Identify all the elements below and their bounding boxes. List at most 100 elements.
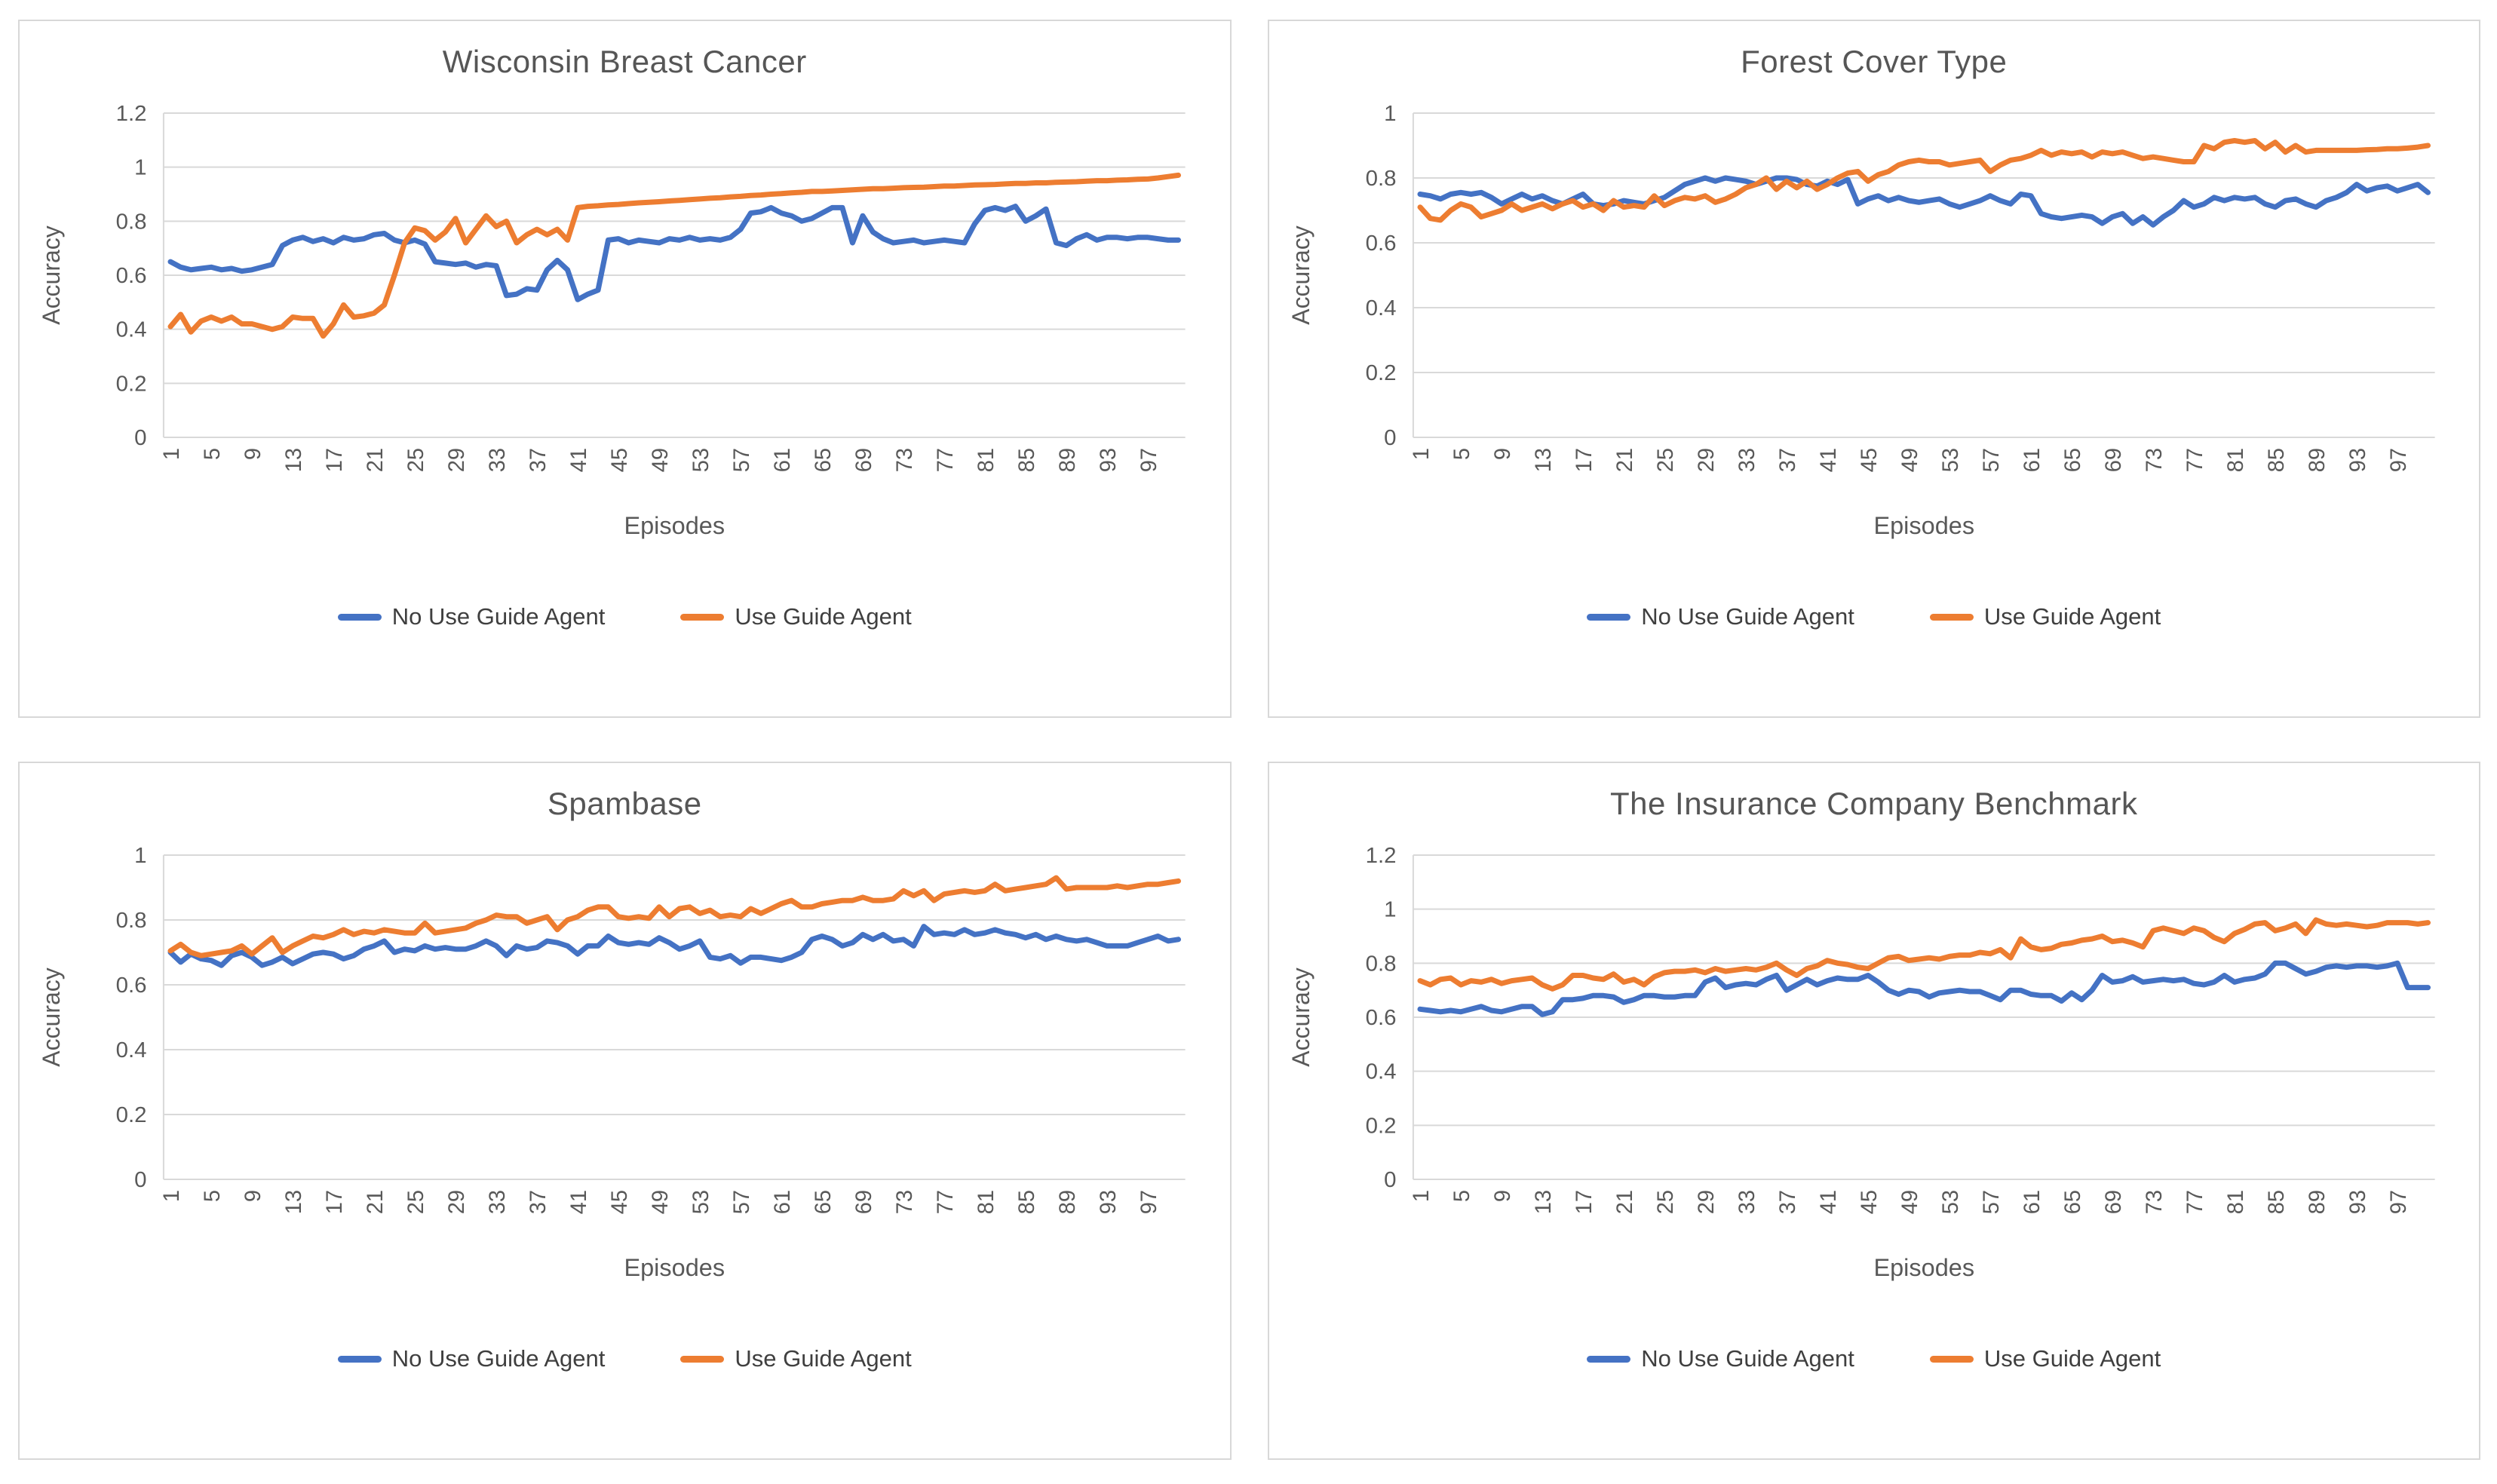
x-tick-label: 93 [1097, 448, 1121, 472]
x-tick-label: 69 [2101, 448, 2125, 472]
x-tick-label: 33 [486, 448, 510, 472]
legend-line-swatch-blue [337, 1355, 382, 1363]
legend-label: No Use Guide Agent [391, 603, 606, 630]
legend-label: Use Guide Agent [1983, 603, 2161, 630]
x-tick-label: 49 [649, 1190, 673, 1214]
y-tick-label: 1 [1384, 102, 1396, 126]
y-axis-title: Accuracy [38, 967, 65, 1066]
x-tick-label: 69 [852, 448, 876, 472]
y-tick-label: 0.4 [1365, 1060, 1396, 1084]
x-tick-label: 9 [1491, 448, 1515, 460]
x-tick-label: 45 [608, 1190, 632, 1214]
legend-item-use-guide-agent: Use Guide Agent [1929, 603, 2161, 630]
x-tick-label: 97 [2386, 448, 2410, 472]
x-tick-label: 33 [1735, 448, 1759, 472]
x-tick-label: 41 [1816, 1190, 1840, 1214]
x-tick-label: 81 [2223, 1190, 2247, 1214]
legend-label: No Use Guide Agent [1641, 603, 1854, 630]
legend-label: Use Guide Agent [735, 603, 912, 630]
y-tick-label: 0.8 [116, 210, 147, 235]
x-tick-label: 73 [893, 448, 917, 472]
x-tick-label: 69 [852, 1190, 876, 1214]
x-tick-label: 65 [2060, 448, 2084, 472]
x-tick-label: 49 [1897, 448, 1922, 472]
x-tick-label: 13 [282, 1190, 306, 1214]
series-line-no-use-guide-agent [167, 924, 1182, 968]
y-tick-label: 0.8 [116, 909, 147, 933]
legend-label: No Use Guide Agent [391, 1345, 606, 1372]
chart-title: Wisconsin Breast Cancer [442, 44, 807, 79]
x-tick-label: 13 [1532, 1190, 1556, 1214]
x-tick-label: 89 [1056, 448, 1080, 472]
x-tick-label: 29 [1695, 448, 1719, 472]
x-tick-label: 89 [2305, 1190, 2329, 1214]
x-tick-label: 73 [893, 1190, 917, 1214]
x-tick-label: 29 [1695, 1190, 1719, 1214]
chart-title: Forest Cover Type [1741, 44, 2008, 79]
x-tick-label: 1 [1410, 1190, 1434, 1202]
y-axis-title: Accuracy [1287, 967, 1314, 1066]
x-tick-label: 53 [689, 448, 713, 472]
y-tick-label: 1 [1384, 898, 1396, 922]
x-tick-label: 1 [160, 448, 184, 460]
y-tick-label: 1 [134, 156, 146, 180]
x-tick-label: 37 [1775, 448, 1799, 472]
legend-item-use-guide-agent: Use Guide Agent [1929, 1345, 2161, 1372]
legend-line-swatch-orange [680, 1355, 725, 1363]
y-tick-label: 0 [1384, 426, 1396, 450]
x-tick-label: 77 [2183, 1190, 2207, 1214]
y-tick-label: 1.2 [1365, 844, 1396, 868]
x-tick-label: 17 [1572, 448, 1597, 472]
x-tick-label: 17 [323, 1190, 347, 1214]
chart-legend: No Use Guide Agent Use Guide Agent [20, 603, 1230, 630]
y-tick-label: 0 [134, 426, 146, 450]
chart-legend: No Use Guide Agent Use Guide Agent [1269, 1345, 2480, 1372]
y-tick-label: 0.6 [116, 973, 147, 998]
y-tick-label: 0.6 [1365, 1006, 1396, 1030]
x-tick-label: 25 [1654, 448, 1678, 472]
legend-item-no-use-guide-agent: No Use Guide Agent [1587, 603, 1854, 630]
y-tick-label: 0.4 [116, 318, 147, 342]
x-tick-label: 21 [364, 1190, 388, 1214]
line-chart-canvas: 1.2 1 0.8 0.6 0.4 0.2 0 1 5 9 13 17 21 25 29 33 37 41 45 49… [38, 102, 1186, 539]
x-tick-label: 9 [1491, 1190, 1515, 1202]
y-tick-label: 1.2 [116, 102, 147, 126]
x-tick-label: 37 [1775, 1190, 1799, 1214]
x-tick-label: 89 [2305, 448, 2329, 472]
x-tick-label: 45 [1857, 1190, 1881, 1214]
x-tick-label: 57 [730, 448, 754, 472]
series-line-use-guide-agent [167, 172, 1182, 339]
legend-item-use-guide-agent: Use Guide Agent [680, 603, 912, 630]
x-tick-label: 57 [1979, 1190, 2003, 1214]
x-tick-label: 77 [2183, 448, 2207, 472]
x-tick-label: 61 [771, 1190, 795, 1214]
legend-line-swatch-blue [1587, 613, 1631, 621]
x-tick-label: 97 [2386, 1190, 2410, 1214]
y-tick-label: 0.2 [116, 373, 147, 397]
x-tick-label: 85 [2264, 1190, 2288, 1214]
x-tick-label: 25 [1654, 1190, 1678, 1214]
series-line-use-guide-agent [1417, 917, 2431, 992]
y-tick-label: 0.6 [116, 264, 147, 288]
x-tick-label: 53 [689, 1190, 713, 1214]
chart-insurance-company-benchmark: The Insurance Company Benchmark 1.2 1 0.8 0… [1267, 762, 2480, 1460]
x-tick-label: 37 [526, 448, 551, 472]
line-chart-canvas: 1 0.8 0.6 0.4 0.2 0 1 5 9 13 17 21 25 29 33 37 41 45 49 53 5… [38, 844, 1186, 1281]
x-tick-label: 73 [2142, 1190, 2166, 1214]
legend-line-swatch-blue [337, 613, 382, 621]
x-tick-label: 1 [160, 1190, 184, 1202]
x-tick-label: 45 [608, 448, 632, 472]
x-tick-label: 5 [201, 448, 225, 460]
x-tick-label: 97 [1137, 1190, 1161, 1214]
x-tick-label: 81 [974, 448, 998, 472]
x-tick-label: 41 [567, 448, 591, 472]
x-tick-label: 89 [1056, 1190, 1080, 1214]
y-tick-label: 0.2 [1365, 1115, 1396, 1139]
x-tick-label: 65 [811, 1190, 836, 1214]
x-tick-label: 85 [1015, 448, 1039, 472]
x-tick-label: 49 [1897, 1190, 1922, 1214]
x-tick-label: 21 [1613, 1190, 1637, 1214]
x-tick-label: 77 [934, 448, 958, 472]
y-tick-label: 0.2 [1365, 361, 1396, 385]
